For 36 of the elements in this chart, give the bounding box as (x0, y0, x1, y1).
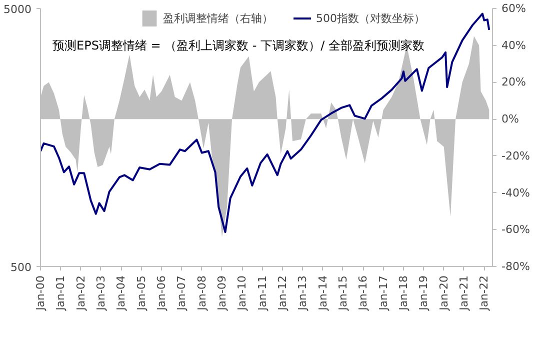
x-tick-label: Jan-02 (74, 275, 88, 312)
x-tick-label: Jan-17 (376, 275, 390, 312)
x-tick-label: Jan-00 (34, 275, 47, 312)
x-tick-label: Jan-09 (215, 275, 228, 312)
x-tick-label: Jan-11 (256, 275, 269, 312)
x-tick-label: Jan-18 (396, 275, 410, 312)
x-tick-label: Jan-16 (356, 275, 370, 312)
x-tick-label: Jan-19 (417, 275, 430, 312)
x-tick-label: Jan-05 (134, 275, 148, 312)
x-tick-label: Jan-03 (94, 275, 108, 312)
annotation: 预测EPS调整情绪 = （盈利上调家数 - 下调家数）/ 全部盈利预测家数 (52, 38, 424, 52)
x-tick-label: Jan-13 (296, 275, 310, 312)
x-tick-label: Jan-21 (457, 275, 470, 312)
x-tick-label: Jan-22 (478, 275, 491, 312)
y2-tick-label: 40% (502, 38, 526, 52)
x-tick-label: Jan-04 (114, 275, 128, 312)
y2-tick-label: 20% (502, 76, 526, 89)
y2-tick-label: 60% (502, 2, 526, 15)
x-tick-label: Jan-06 (154, 275, 168, 312)
y2-tick-label: -60% (502, 223, 530, 236)
x-tick-label: Jan-08 (195, 275, 208, 312)
x-tick-label: Jan-20 (437, 275, 450, 312)
x-tick-label: Jan-15 (336, 275, 350, 312)
y2-tick-label: -80% (502, 260, 530, 273)
x-tick-label: Jan-10 (236, 275, 249, 312)
y2-tick-label: -40% (502, 186, 530, 200)
y-tick-label: 500 (10, 261, 32, 274)
x-tick-label: Jan-12 (276, 275, 289, 312)
y2-tick-label: 0% (502, 112, 519, 126)
legend-label: 盈利调整情绪（右轴） (163, 10, 273, 26)
y-tick-label: 5000 (4, 3, 32, 16)
x-tick-label: Jan-07 (175, 275, 188, 312)
x-tick-label: Jan-14 (316, 275, 330, 312)
y2-tick-label: -20% (502, 149, 530, 162)
x-tick-label: Jan-01 (54, 275, 68, 312)
legend-label: 500指数（对数坐标） (316, 10, 425, 26)
